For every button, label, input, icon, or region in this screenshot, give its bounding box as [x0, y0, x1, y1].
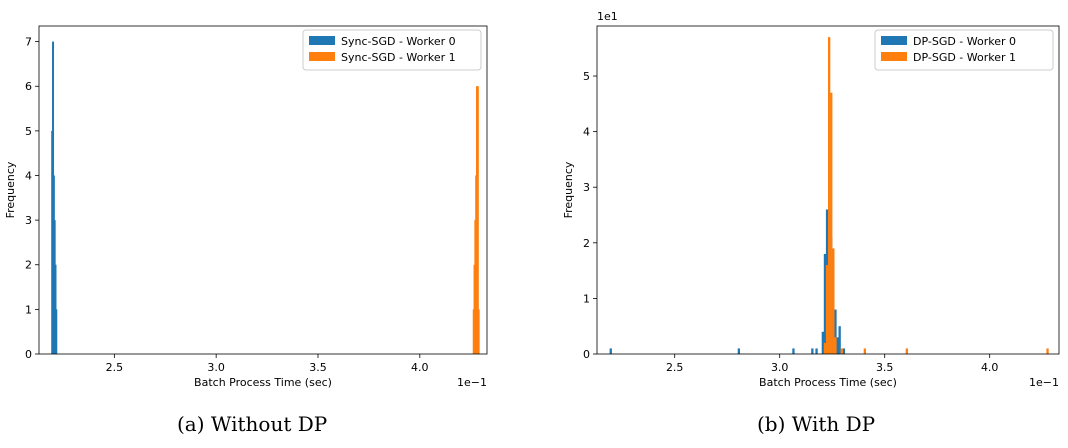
x-tick-label: 2.5: [106, 361, 124, 374]
y-axis-label: Frequency: [562, 161, 575, 218]
histogram-bar: [55, 309, 58, 354]
y-tick-label: 3: [25, 214, 32, 227]
figure-caption: (a) Without DP: [177, 412, 327, 436]
chart-panel-without-dp: 2.5 3.0 3.5 4.0 0 1 2 3 4 5 6 7 Batch Process Time (…: [4, 25, 488, 436]
x-tick-label: 2.5: [666, 361, 684, 374]
y-axis-label: Frequency: [4, 161, 17, 218]
x-tick-label: 3.0: [207, 361, 225, 374]
histogram-bar: [811, 348, 814, 354]
legend-entry: DP-SGD - Worker 0: [913, 35, 1016, 48]
y-tick-label: 2: [25, 259, 32, 272]
histogram-bar: [828, 37, 831, 355]
legend-entry: Sync-SGD - Worker 1: [341, 51, 456, 64]
legend-entry: DP-SGD - Worker 1: [913, 51, 1016, 64]
histogram-bar: [840, 348, 843, 354]
histogram-bar: [832, 248, 835, 354]
chart-panel-with-dp: 2.5 3.0 3.5 4.0 0 1 2 3 4 5 Batch Process Time (se…: [562, 10, 1060, 436]
legend: DP-SGD - Worker 0 DP-SGD - Worker 1: [874, 29, 1054, 71]
histogram-bar: [815, 348, 818, 354]
histogram-bar: [823, 253, 827, 354]
series-0-1: [472, 86, 480, 355]
legend: Sync-SGD - Worker 0 Sync-SGD - Worker 1: [302, 29, 482, 71]
y-scale-offset-label: 1e1: [597, 10, 618, 23]
histogram-bar: [821, 331, 825, 354]
y-tick-label: 6: [25, 80, 32, 93]
histogram-bar: [476, 86, 479, 355]
y-tick-label: 2: [583, 237, 590, 250]
histogram-bar: [477, 309, 480, 354]
y-tick-label: 3: [583, 181, 590, 194]
series-1-0: [609, 209, 846, 354]
x-tick-label: 4.0: [981, 361, 999, 374]
histogram-bar: [834, 337, 837, 354]
y-tick-label: 4: [583, 126, 590, 139]
plot-frame: [596, 25, 1060, 355]
histogram-bar: [737, 348, 741, 354]
y-tick-label: 1: [583, 292, 590, 305]
series-1-1: [823, 37, 1049, 355]
x-tick-label: 4.0: [411, 361, 429, 374]
y-tick-label: 5: [25, 125, 32, 138]
legend-entry: Sync-SGD - Worker 0: [341, 35, 456, 48]
x-axis-label: Batch Process Time (sec): [759, 376, 897, 389]
legend-box: [302, 29, 482, 71]
histogram-bar: [838, 326, 841, 354]
histogram-bar: [792, 348, 795, 354]
x-scale-offset-label: 1e−1: [457, 376, 487, 389]
histogram-bar: [842, 348, 846, 354]
histogram-bar: [825, 265, 829, 354]
histogram-bar: [863, 348, 867, 354]
x-tick-label: 3.5: [309, 361, 327, 374]
y-tick-label: 0: [25, 348, 32, 361]
histogram-bar: [834, 309, 837, 354]
legend-swatch: [881, 52, 907, 61]
histogram-bar: [823, 342, 827, 354]
histogram-bar: [609, 348, 612, 354]
legend-box: [874, 29, 1054, 71]
y-tick-label: 1: [25, 303, 32, 316]
x-tick-label: 3.0: [771, 361, 789, 374]
legend-swatch: [309, 52, 335, 61]
histogram-bar: [830, 92, 833, 355]
x-tick-label: 3.5: [876, 361, 894, 374]
legend-swatch: [881, 36, 907, 45]
figure-caption: (b) With DP: [757, 412, 875, 436]
legend-swatch: [309, 36, 335, 45]
y-tick-label: 5: [583, 70, 590, 83]
x-scale-offset-label: 1e−1: [1029, 376, 1059, 389]
histogram-bar: [836, 337, 839, 354]
plot-frame: [38, 25, 488, 355]
series-0-0: [51, 41, 58, 355]
histogram-bar: [905, 348, 909, 354]
y-tick-label: 4: [25, 169, 32, 182]
histogram-bar: [1046, 348, 1049, 354]
y-tick-label: 7: [25, 36, 32, 49]
y-tick-label: 0: [583, 348, 590, 361]
x-axis-label: Batch Process Time (sec): [194, 376, 332, 389]
